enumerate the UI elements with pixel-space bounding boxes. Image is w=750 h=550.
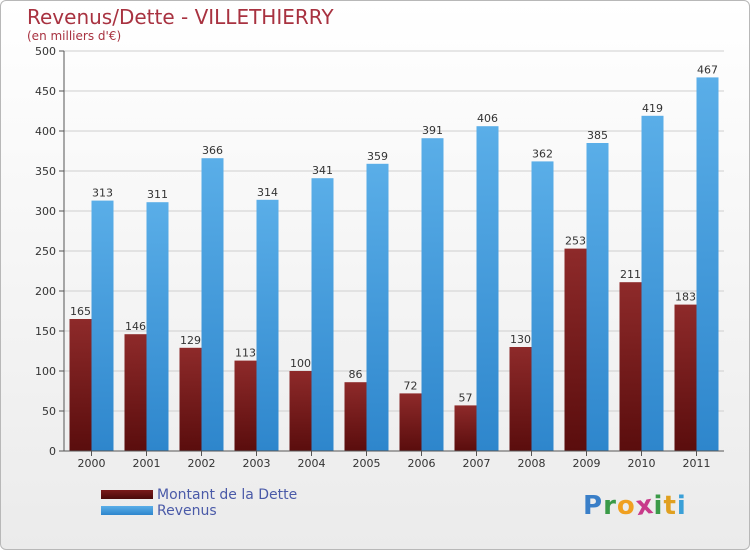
bar-revenus-2000 [91,200,114,451]
bar-revenus-2005 [366,163,389,452]
logo-letter: P [583,491,604,521]
x-tick-label-2011: 2011 [683,457,711,470]
x-tick-label-2005: 2005 [353,457,381,470]
data-label-revenus-2004: 341 [312,164,333,177]
x-tick-label-2008: 2008 [518,457,546,470]
data-label-dette-2009: 253 [565,235,586,248]
data-label-dette-2005: 86 [349,368,363,381]
x-tick-label-2001: 2001 [133,457,161,470]
data-label-revenus-2000: 313 [92,187,113,200]
logo-letter: i [676,491,687,521]
x-tick-label-2000: 2000 [78,457,106,470]
data-label-revenus-2008: 362 [532,147,553,160]
proxiti-logo: Proxiti [583,489,687,523]
bar-revenus-2009 [586,143,609,451]
logo-letter: t [663,491,677,521]
bar-dette-2010 [619,282,642,451]
bar-dette-2002 [179,347,202,451]
x-tick-label-2007: 2007 [463,457,491,470]
bar-revenus-2002 [201,158,224,451]
data-label-dette-2002: 129 [180,334,201,347]
logo-letter: o [616,491,636,521]
bar-revenus-2011 [696,77,719,452]
data-label-revenus-2003: 314 [257,186,278,199]
data-label-dette-2001: 146 [125,320,146,333]
x-tick-label-2010: 2010 [628,457,656,470]
data-label-dette-2010: 211 [620,268,641,281]
data-label-dette-2004: 100 [290,357,311,370]
bar-dette-2004 [289,371,312,451]
y-tick-label-500: 500 [35,45,56,58]
x-tick-label-2009: 2009 [573,457,601,470]
y-tick-label-200: 200 [35,285,56,298]
y-tick-label-400: 400 [35,125,56,138]
y-tick-label-0: 0 [49,445,56,458]
data-label-revenus-2006: 391 [422,124,443,137]
data-label-dette-2000: 165 [70,305,91,318]
logo-letter: r [603,491,617,521]
data-label-revenus-2009: 385 [587,129,608,142]
data-label-dette-2007: 57 [459,391,473,404]
data-label-revenus-2011: 467 [697,63,718,76]
bar-dette-2005 [344,382,367,451]
legend-swatch-revenus [101,506,153,515]
bar-dette-2000 [69,319,92,451]
bar-revenus-2001 [146,202,169,451]
data-label-dette-2011: 183 [675,291,696,304]
data-label-revenus-2005: 359 [367,150,388,163]
bar-dette-2009 [564,248,587,451]
bar-revenus-2008 [531,161,554,451]
y-tick-label-450: 450 [35,85,56,98]
bar-dette-2007 [454,405,477,451]
bar-revenus-2010 [641,115,664,452]
data-label-dette-2003: 113 [235,347,256,360]
y-tick-label-50: 50 [42,405,56,418]
x-tick-label-2004: 2004 [298,457,326,470]
legend-label-dette: Montant de la Dette [157,487,298,503]
y-tick-label-350: 350 [35,165,56,178]
bar-dette-2011 [674,304,697,451]
bar-dette-2001 [124,334,147,451]
data-label-revenus-2001: 311 [147,188,168,201]
bar-revenus-2004 [311,178,334,451]
chart-subtitle: (en milliers d'€) [27,29,122,43]
bar-dette-2003 [234,360,257,451]
y-tick-label-150: 150 [35,325,56,338]
legend-swatch-dette [101,490,153,499]
data-label-revenus-2010: 419 [642,102,663,115]
chart-title: Revenus/Dette - VILLETHIERRY [27,5,334,29]
data-label-revenus-2002: 366 [202,144,223,157]
data-label-revenus-2007: 406 [477,112,498,125]
bar-revenus-2006 [421,138,444,451]
data-label-dette-2008: 130 [510,333,531,346]
bar-dette-2008 [509,347,532,451]
y-tick-label-250: 250 [35,245,56,258]
bar-revenus-2007 [476,126,499,451]
y-tick-label-100: 100 [35,365,56,378]
bar-dette-2006 [399,393,422,451]
logo-letter: i [653,491,664,521]
bar-revenus-2003 [256,199,279,451]
legend-label-revenus: Revenus [157,503,217,519]
y-tick-label-300: 300 [35,205,56,218]
x-tick-label-2002: 2002 [188,457,216,470]
x-tick-label-2006: 2006 [408,457,436,470]
x-tick-label-2003: 2003 [243,457,271,470]
data-label-dette-2006: 72 [404,379,418,392]
logo-letter: x [633,489,656,523]
